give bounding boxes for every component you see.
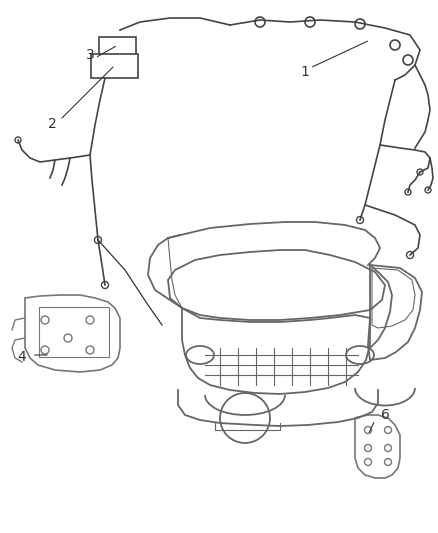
Circle shape — [254, 17, 265, 27]
Circle shape — [354, 19, 364, 29]
Circle shape — [101, 281, 108, 288]
Text: 3: 3 — [85, 48, 94, 62]
Circle shape — [406, 252, 413, 259]
Circle shape — [404, 189, 410, 195]
Text: 1: 1 — [300, 65, 309, 79]
Circle shape — [389, 40, 399, 50]
Circle shape — [94, 237, 101, 244]
FancyBboxPatch shape — [91, 54, 138, 78]
Text: 4: 4 — [18, 350, 26, 364]
Circle shape — [304, 17, 314, 27]
Circle shape — [356, 216, 363, 223]
Circle shape — [402, 55, 412, 65]
FancyBboxPatch shape — [99, 37, 136, 57]
Circle shape — [15, 137, 21, 143]
Text: 2: 2 — [47, 117, 56, 131]
Circle shape — [416, 169, 422, 175]
Circle shape — [424, 187, 430, 193]
Text: 6: 6 — [380, 408, 389, 422]
